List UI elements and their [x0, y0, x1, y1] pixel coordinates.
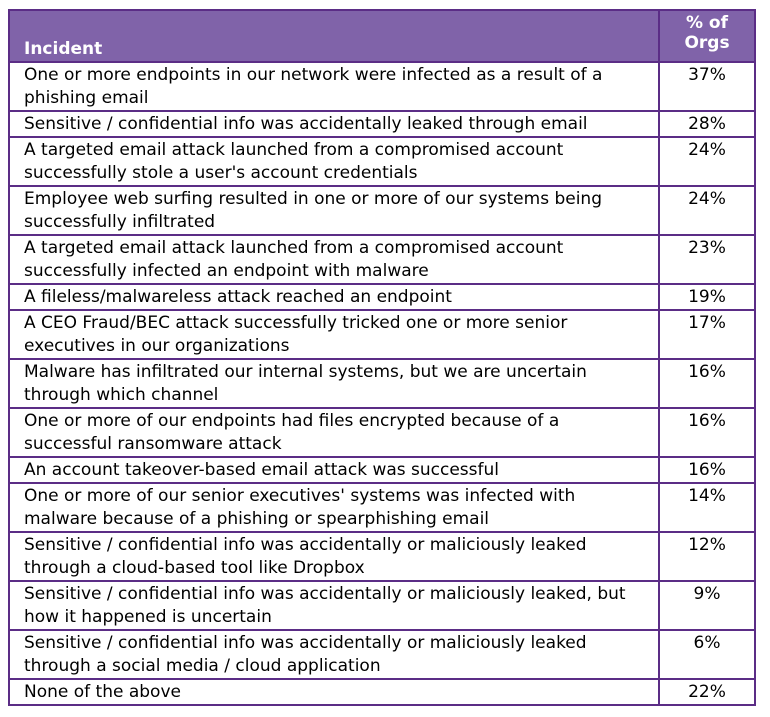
- pct-cell: 14%: [658, 482, 756, 533]
- incident-cell: Malware has infiltrated our internal sys…: [8, 358, 660, 409]
- pct-cell: 28%: [658, 110, 756, 138]
- pct-cell: 12%: [658, 531, 756, 582]
- incident-cell: An account takeover-based email attack w…: [8, 456, 660, 484]
- pct-cell: 22%: [658, 678, 756, 706]
- incident-cell: One or more endpoints in our network wer…: [8, 61, 660, 112]
- table-row: Employee web surfing resulted in one or …: [8, 185, 756, 236]
- incident-cell: Sensitive / confidential info was accide…: [8, 110, 660, 138]
- pct-cell: 23%: [658, 234, 756, 285]
- incident-table-container: Incident % of Orgs One or more endpoints…: [8, 9, 756, 706]
- incident-cell: One or more of our senior executives' sy…: [8, 482, 660, 533]
- incident-cell: Sensitive / confidential info was accide…: [8, 531, 660, 582]
- table-row: One or more of our endpoints had files e…: [8, 407, 756, 458]
- incident-cell: A targeted email attack launched from a …: [8, 136, 660, 187]
- table-row: A targeted email attack launched from a …: [8, 234, 756, 285]
- table-row: A fileless/malwareless attack reached an…: [8, 283, 756, 311]
- pct-cell: 16%: [658, 407, 756, 458]
- incident-cell: Sensitive / confidential info was accide…: [8, 580, 660, 631]
- table-row: One or more of our senior executives' sy…: [8, 482, 756, 533]
- incident-cell: None of the above: [8, 678, 660, 706]
- incident-cell: A CEO Fraud/BEC attack successfully tric…: [8, 309, 660, 360]
- incident-cell: One or more of our endpoints had files e…: [8, 407, 660, 458]
- table-row: None of the above 22%: [8, 678, 756, 706]
- pct-cell: 16%: [658, 456, 756, 484]
- table-row: A targeted email attack launched from a …: [8, 136, 756, 187]
- pct-cell: 24%: [658, 136, 756, 187]
- pct-cell: 17%: [658, 309, 756, 360]
- header-pct-of-orgs: % of Orgs: [658, 9, 756, 63]
- header-incident: Incident: [8, 9, 660, 63]
- pct-cell: 37%: [658, 61, 756, 112]
- pct-cell: 16%: [658, 358, 756, 409]
- incident-cell: A fileless/malwareless attack reached an…: [8, 283, 660, 311]
- table-header-row: Incident % of Orgs: [8, 9, 756, 63]
- table-row: A CEO Fraud/BEC attack successfully tric…: [8, 309, 756, 360]
- incident-table: Incident % of Orgs One or more endpoints…: [8, 9, 756, 706]
- table-row: Sensitive / confidential info was accide…: [8, 531, 756, 582]
- pct-cell: 19%: [658, 283, 756, 311]
- incident-cell: Employee web surfing resulted in one or …: [8, 185, 660, 236]
- table-row: An account takeover-based email attack w…: [8, 456, 756, 484]
- incident-cell: A targeted email attack launched from a …: [8, 234, 660, 285]
- table-row: Sensitive / confidential info was accide…: [8, 580, 756, 631]
- table-row: Sensitive / confidential info was accide…: [8, 629, 756, 680]
- table-row: Malware has infiltrated our internal sys…: [8, 358, 756, 409]
- table-row: One or more endpoints in our network wer…: [8, 61, 756, 112]
- pct-cell: 24%: [658, 185, 756, 236]
- incident-cell: Sensitive / confidential info was accide…: [8, 629, 660, 680]
- pct-cell: 9%: [658, 580, 756, 631]
- header-pct-line1: % of: [685, 13, 729, 33]
- table-row: Sensitive / confidential info was accide…: [8, 110, 756, 138]
- pct-cell: 6%: [658, 629, 756, 680]
- header-pct-line2: Orgs: [684, 33, 730, 53]
